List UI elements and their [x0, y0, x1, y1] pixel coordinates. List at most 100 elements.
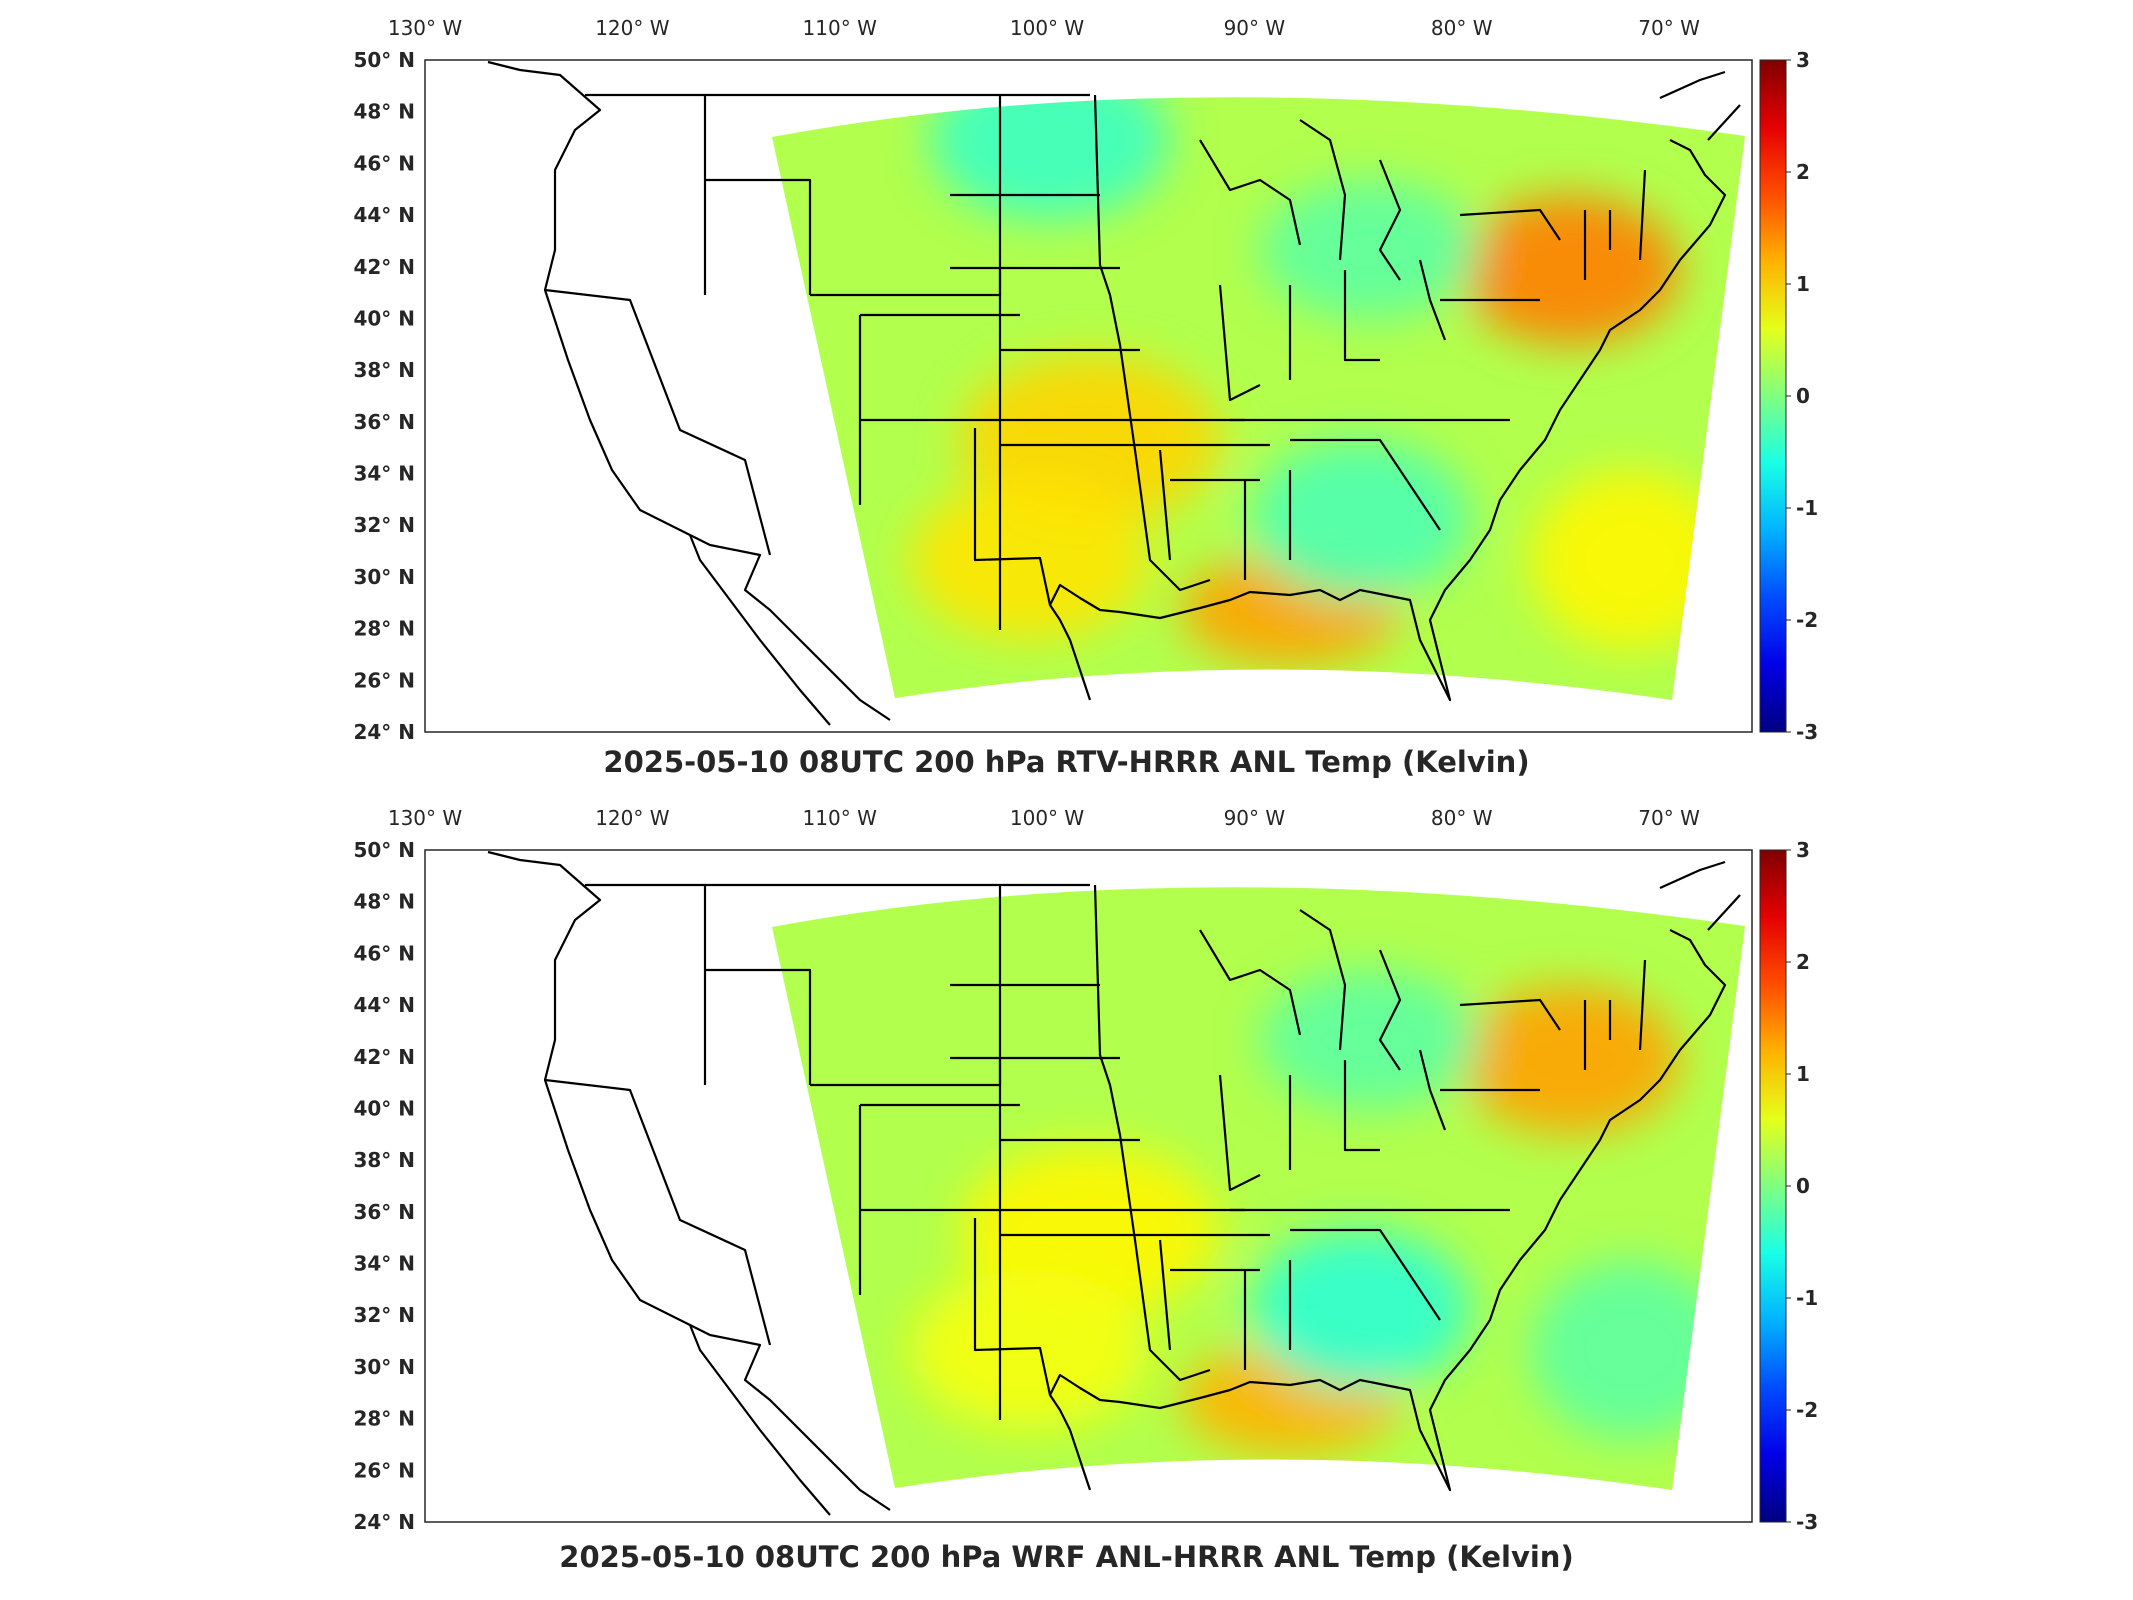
state-boundary [1459, 998, 1561, 1031]
y-tick-label: 24° N [353, 720, 415, 744]
coastline [1707, 104, 1741, 141]
colorbar-tick-label: 1 [1796, 272, 1810, 296]
x-tick-label: 120° W [595, 806, 670, 830]
chart-title: 2025-05-10 08UTC 200 hPa WRF ANL-HRRR AN… [559, 1540, 1574, 1574]
y-tick-label: 34° N [353, 1252, 415, 1276]
x-tick-label: 120° W [595, 16, 670, 40]
state-boundary [1418, 259, 1447, 341]
state-boundary [1638, 169, 1647, 261]
state-boundary [1343, 270, 1380, 362]
state-boundary [705, 968, 812, 1085]
state-boundary [1218, 1074, 1261, 1192]
coastline [487, 850, 891, 1511]
state-boundary [705, 178, 812, 295]
y-tick-label: 38° N [353, 358, 415, 382]
colorbar: 3 2 1 0 -1 -2 -3 [1759, 48, 1818, 744]
anomaly-field [772, 97, 1745, 700]
state-boundary [1378, 949, 1402, 1071]
coastline [487, 60, 891, 721]
region-western-atlantic [1530, 470, 1730, 650]
colorbar-tick-label: 0 [1796, 1174, 1810, 1198]
region-great-lakes [1260, 180, 1480, 320]
state-boundary [973, 428, 1052, 606]
chart-title: 2025-05-10 08UTC 200 hPa RTV-HRRR ANL Te… [603, 745, 1530, 779]
state-boundary [1290, 1228, 1441, 1321]
x-tick-label: 80° W [1431, 16, 1493, 40]
map-layer: 130° W 120° W 110° W 100° W 90° W 80° W 70° W 5… [353, 16, 1753, 744]
y-tick-label: 28° N [353, 1407, 415, 1431]
map-figure: 130° W 120° W 110° W 100° W 90° W 80° W 70° W 5… [353, 806, 1818, 1534]
region-new-england-new-york [1460, 985, 1680, 1135]
colorbar-tick-label: 0 [1796, 384, 1810, 408]
y-tick-label: 32° N [353, 513, 415, 537]
state-boundary [1378, 159, 1402, 281]
state-boundary [1299, 909, 1347, 1051]
region-new-england-new-york [1460, 195, 1680, 345]
boundaries [487, 60, 1741, 726]
state-boundary [544, 1078, 772, 1346]
x-tick-label: 90° W [1224, 16, 1286, 40]
state-boundary [544, 288, 772, 556]
region-texas [910, 1270, 1150, 1430]
state-boundary [1418, 1049, 1447, 1131]
state-boundary [1290, 438, 1441, 531]
y-tick-label: 36° N [353, 1200, 415, 1224]
state-boundary [1299, 119, 1347, 261]
y-tick-label: 46° N [353, 941, 415, 965]
y-tick-label: 48° N [353, 100, 415, 124]
map-layer: 130° W 120° W 110° W 100° W 90° W 80° W 70° W 5… [353, 806, 1753, 1534]
x-tick-label: 110° W [803, 806, 878, 830]
coastline [1048, 139, 1727, 702]
y-tick-label: 44° N [353, 993, 415, 1017]
y-tick-label: 32° N [353, 1303, 415, 1327]
x-tick-label: 130° W [388, 16, 463, 40]
coastline [688, 534, 831, 726]
region-southeast-us [1250, 1230, 1470, 1390]
state-boundary [1459, 208, 1561, 241]
y-tick-label: 28° N [353, 617, 415, 641]
colorbar-tick-label: 2 [1796, 950, 1810, 974]
state-boundary [1199, 929, 1302, 1036]
colorbar-tick-label: 3 [1796, 48, 1810, 72]
y-tick-label: 42° N [353, 1045, 415, 1069]
y-tick-label: 46° N [353, 151, 415, 175]
region-texas [910, 480, 1150, 640]
anomaly-field [772, 887, 1745, 1490]
state-boundary [1093, 94, 1211, 592]
colorbar: 3 2 1 0 -1 -2 -3 [1759, 838, 1818, 1534]
y-tick-label: 40° N [353, 306, 415, 330]
state-boundary [1638, 959, 1647, 1051]
y-tick-label: 26° N [353, 1458, 415, 1482]
colorbar-tick-label: -3 [1796, 1510, 1818, 1534]
y-tick-label: 30° N [353, 565, 415, 589]
coastline [1048, 929, 1727, 1492]
x-tick-label: 130° W [388, 806, 463, 830]
x-tick-label: 110° W [803, 16, 878, 40]
state-boundary [1343, 1060, 1380, 1152]
region-western-atlantic [1530, 1260, 1730, 1440]
colorbar-tick-label: -3 [1796, 720, 1818, 744]
state-boundary [973, 1218, 1052, 1396]
y-tick-label: 40° N [353, 1096, 415, 1120]
state-boundary [1199, 139, 1302, 246]
coastline [1707, 894, 1741, 931]
y-tick-label: 30° N [353, 1355, 415, 1379]
region-great-lakes [1260, 970, 1480, 1110]
y-tick-label: 34° N [353, 462, 415, 486]
colorbar-tick-label: -1 [1796, 496, 1818, 520]
state-boundary [1218, 284, 1261, 402]
region-southeast-us [1250, 440, 1470, 600]
x-tick-label: 100° W [1010, 806, 1085, 830]
y-tick-label: 42° N [353, 255, 415, 279]
state-boundary [1158, 449, 1172, 561]
x-tick-label: 100° W [1010, 16, 1085, 40]
y-tick-label: 50° N [353, 838, 415, 862]
x-tick-label: 90° W [1224, 806, 1286, 830]
y-tick-label: 24° N [353, 1510, 415, 1534]
colorbar-tick-label: -2 [1796, 1398, 1818, 1422]
colorbar-tick-label: -2 [1796, 608, 1818, 632]
panel-wrf-hrrr: 130° W 120° W 110° W 100° W 90° W 80° W 70° W 5… [0, 790, 2133, 1590]
panel-rtv-hrrr: 130° W 120° W 110° W 100° W 90° W 80° W 70° W 5… [353, 16, 1818, 779]
boundaries [487, 850, 1741, 1516]
colorbar-tick-label: -1 [1796, 1286, 1818, 1310]
